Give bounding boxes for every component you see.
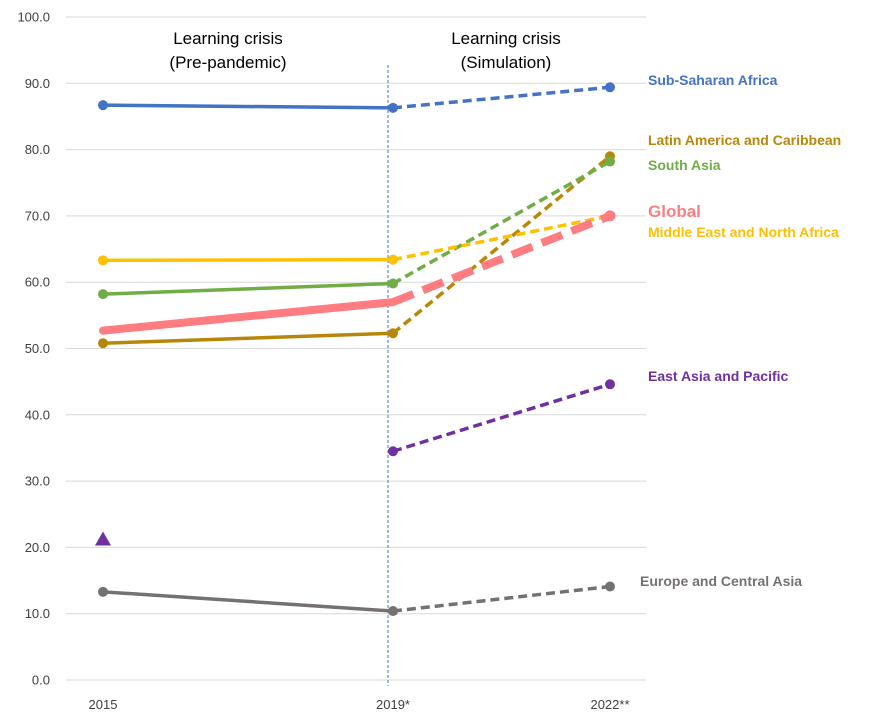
series-line-simulated [391,154,612,335]
y-tick-label: 100.0 [17,10,50,25]
series-line-actual [99,298,397,335]
period-label-line1: Learning crisis [173,29,283,48]
x-tick-label: 2015 [89,697,118,712]
y-tick-label: 30.0 [25,474,50,489]
y-axis-tick-labels: 0.0 10.0 20.0 30.0 40.0 50.0 60.0 70.0 80.0 90.0 1… [17,10,50,688]
series-line-actual [101,103,395,110]
triangle-marker [95,531,111,546]
data-point [604,210,616,222]
data-point [605,379,615,390]
y-tick-label: 20.0 [25,540,50,555]
data-point [605,82,615,93]
x-tick-label: 2022** [590,697,629,712]
series-label: South Asia [648,157,721,173]
y-tick-label: 70.0 [25,208,50,223]
y-tick-label: 80.0 [25,142,50,157]
series-east-asia-and-pacific [95,379,615,546]
series-line-simulated [392,85,611,110]
y-tick-label: 50.0 [25,341,50,356]
data-point [605,581,615,592]
series-line-simulated [392,584,611,613]
series-line-actual [101,590,395,613]
y-tick-label: 0.0 [32,673,50,688]
y-tick-label: 60.0 [25,275,50,290]
series-line-simulated [392,214,611,262]
series-label: East Asia and Pacific [648,368,789,384]
series-group [95,82,616,617]
y-tick-label: 10.0 [25,606,50,621]
series-europe-and-central-asia [98,581,615,617]
series-labels: Sub-Saharan Africa Latin America and Cari… [640,72,841,589]
data-point [388,278,398,289]
series-south-asia [98,156,615,300]
data-point [388,102,398,113]
data-point [98,100,108,111]
series-line-actual [101,331,395,345]
series-label: Europe and Central Asia [640,573,802,589]
series-label: Latin America and Caribbean [648,132,841,148]
period-label-pre-pandemic: Learning crisis (Pre-pandemic) [169,29,286,72]
series-line-actual [101,257,395,263]
data-point [98,586,108,597]
series-latin-america-and-caribbean [98,151,615,349]
period-label-simulation: Learning crisis (Simulation) [451,29,561,72]
data-point [98,255,108,266]
data-point [98,338,108,349]
data-point [388,254,398,265]
x-tick-label: 2019* [376,697,410,712]
series-sub-saharan-africa [98,82,615,113]
gridlines [66,16,646,681]
series-line-simulated [391,212,612,306]
series-label: Sub-Saharan Africa [648,72,778,88]
period-label-line1: Learning crisis [451,29,561,48]
period-label-line2: (Simulation) [461,53,552,72]
series-line-actual [101,281,395,296]
data-point [98,289,108,300]
y-tick-label: 90.0 [25,76,50,91]
y-tick-label: 40.0 [25,407,50,422]
data-point [388,446,398,457]
period-label-line2: (Pre-pandemic) [169,53,286,72]
data-point [388,328,398,339]
data-point [605,156,615,167]
series-line-simulated [392,382,611,453]
data-point [388,606,398,617]
x-axis-tick-labels: 2015 2019* 2022** [89,697,630,712]
series-global [99,210,616,335]
series-middle-east-and-north-africa [98,210,615,266]
series-label: Middle East and North Africa [648,224,839,240]
series-label: Global [648,202,701,221]
